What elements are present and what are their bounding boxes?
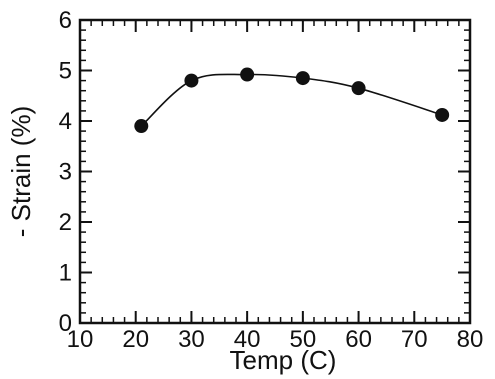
data-point: [351, 81, 366, 96]
series-line: [140, 73, 443, 127]
y-tick-label: 6: [59, 7, 72, 34]
x-tick-label: 20: [122, 326, 149, 353]
x-axis-title: Temp (C): [230, 345, 337, 375]
x-tick-label: 30: [178, 326, 205, 353]
y-tick-label: 2: [59, 209, 72, 236]
minor-ticks: [80, 20, 470, 323]
y-tick-label: 0: [59, 310, 72, 337]
y-tick-labels: 0 1 2 3 4 5 6: [59, 7, 72, 337]
data-point: [134, 119, 149, 134]
y-tick-label: 1: [59, 260, 72, 287]
x-tick-label: 60: [345, 326, 372, 353]
x-tick-label: 40: [234, 326, 261, 353]
x-tick-label: 10: [67, 326, 94, 353]
data-point: [240, 67, 255, 82]
data-point: [184, 73, 199, 88]
x-tick-label: 70: [401, 326, 428, 353]
series-points: [134, 67, 450, 134]
x-tick-label: 50: [290, 326, 317, 353]
plot-frame: [78, 18, 472, 325]
x-tick-labels: 10 20 30 40 50 60 70 80: [67, 326, 484, 353]
y-axis-title: - Strain (%): [6, 106, 36, 237]
data-point: [295, 71, 310, 86]
y-tick-label: 3: [59, 159, 72, 186]
major-ticks: [79, 19, 471, 324]
x-tick-label: 80: [457, 326, 484, 353]
data-point: [435, 107, 450, 122]
y-tick-label: 5: [59, 58, 72, 85]
y-tick-label: 4: [59, 108, 72, 135]
